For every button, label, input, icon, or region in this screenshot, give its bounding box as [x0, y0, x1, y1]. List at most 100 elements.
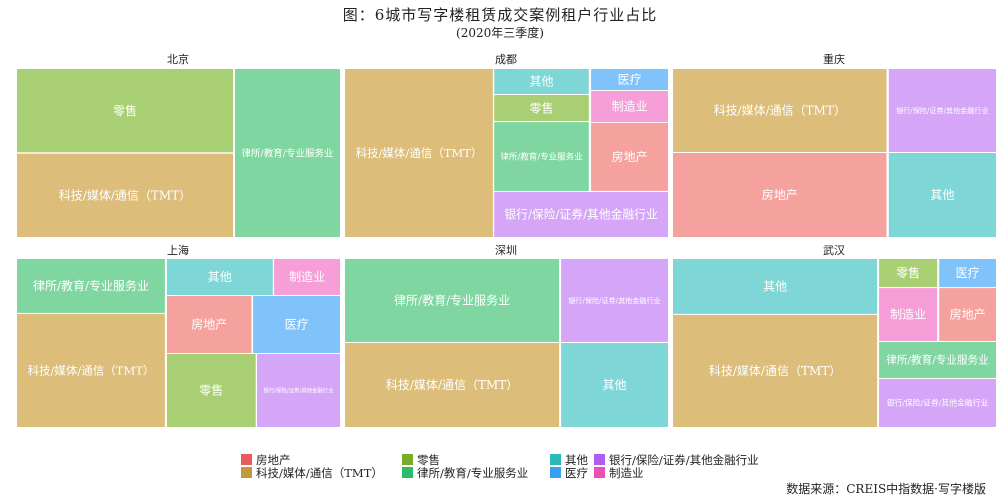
- tile-label-beijing-tmt: 科技/媒体/通信（TMT）: [59, 189, 191, 203]
- legend-item-manufacturing: 制造业: [594, 465, 644, 481]
- treemap-chart: 北京零售科技/媒体/通信（TMT）律所/教育/专业服务业成都科技/媒体/通信（T…: [17, 52, 996, 427]
- tile-wuhan-retail: [879, 259, 938, 288]
- tile-label-wuhan-healthcare: 医疗: [956, 266, 980, 280]
- tile-label-shanghai-healthcare: 医疗: [285, 318, 309, 332]
- legend-label: 房地产: [256, 453, 291, 467]
- tile-chengdu-real-estate: [591, 122, 668, 191]
- tile-chengdu-other: [494, 69, 589, 94]
- tile-wuhan-healthcare: [939, 259, 996, 288]
- legend-swatch: [550, 467, 561, 478]
- legend-swatch: [241, 467, 252, 478]
- tile-label-shanghai-manufacturing: 制造业: [289, 270, 325, 284]
- tile-label-shanghai-real-estate: 房地产: [191, 317, 227, 332]
- tile-label-shenzhen-finance: 银行/保险/证券/其他金融行业: [568, 296, 660, 305]
- tile-chengdu-finance: [494, 192, 668, 237]
- tile-wuhan-professional-services: [879, 342, 996, 378]
- tile-label-chengdu-real-estate: 房地产: [612, 149, 648, 164]
- legend-label: 制造业: [609, 466, 644, 480]
- panel-title-shenzhen: 深圳: [495, 244, 517, 257]
- tile-shanghai-tmt: [17, 313, 165, 427]
- tile-shanghai-real-estate: [166, 296, 252, 353]
- tile-shanghai-manufacturing: [274, 259, 340, 295]
- legend-label: 银行/保险/证券/其他金融行业: [609, 453, 759, 467]
- tile-label-wuhan-manufacturing: 制造业: [890, 308, 926, 322]
- tile-label-wuhan-real-estate: 房地产: [950, 307, 986, 322]
- tile-label-shenzhen-professional-services: 律所/教育/专业服务业: [394, 293, 510, 308]
- tile-wuhan-manufacturing: [879, 288, 938, 341]
- tile-label-chongqing-real-estate: 房地产: [762, 187, 798, 202]
- tile-label-wuhan-retail: 零售: [896, 265, 920, 280]
- tile-chongqing-tmt: [673, 69, 887, 152]
- legend-swatch: [594, 454, 605, 465]
- tile-label-shanghai-other: 其他: [208, 270, 232, 284]
- tile-chengdu-retail: [494, 95, 589, 121]
- tile-label-wuhan-tmt: 科技/媒体/通信（TMT）: [709, 364, 841, 378]
- panel-title-beijing: 北京: [167, 52, 189, 66]
- tile-label-chengdu-tmt: 科技/媒体/通信（TMT）: [356, 146, 483, 160]
- tile-label-beijing-retail: 零售: [113, 103, 137, 118]
- legend-swatch: [402, 454, 413, 465]
- legend-item-real-estate: 房地产: [241, 452, 291, 468]
- legend-item-finance: 银行/保险/证券/其他金融行业: [594, 452, 759, 468]
- tile-shenzhen-tmt: [345, 343, 560, 427]
- tile-wuhan-finance: [879, 379, 996, 427]
- panel-title-chengdu: 成都: [495, 53, 517, 66]
- tile-shenzhen-other: [561, 343, 668, 427]
- tile-label-chengdu-healthcare: 医疗: [618, 73, 642, 87]
- tile-label-beijing-professional-services: 律所/教育/专业服务业: [242, 147, 334, 159]
- legend-swatch: [402, 467, 413, 478]
- tile-chengdu-healthcare: [591, 69, 668, 90]
- tile-label-shenzhen-tmt: 科技/媒体/通信（TMT）: [386, 378, 518, 392]
- legend-item-professional-services: 律所/教育/专业服务业: [402, 465, 528, 481]
- legend-label: 律所/教育/专业服务业: [417, 466, 529, 480]
- panel-title-wuhan: 武汉: [823, 244, 845, 257]
- legend-item-other: 其他: [550, 452, 588, 468]
- tile-shanghai-other: [166, 259, 273, 295]
- tile-shanghai-healthcare: [253, 296, 340, 353]
- tile-label-chongqing-tmt: 科技/媒体/通信（TMT）: [714, 104, 846, 118]
- legend-label: 其他: [565, 453, 588, 467]
- legend-item-tmt: 科技/媒体/通信（TMT）: [241, 465, 383, 481]
- legend-item-retail: 零售: [402, 452, 440, 468]
- tile-label-wuhan-professional-services: 律所/教育/专业服务业: [886, 354, 988, 367]
- tile-label-chongqing-finance: 银行/保险/证券/其他金融行业: [896, 106, 988, 115]
- tile-beijing-tmt: [17, 153, 234, 237]
- tile-shanghai-finance: [257, 353, 340, 427]
- legend-label: 零售: [417, 453, 440, 467]
- legend-swatch: [550, 454, 561, 465]
- tile-chongqing-finance: [888, 69, 996, 152]
- tile-label-shanghai-retail: 零售: [199, 383, 223, 398]
- tile-label-wuhan-other: 其他: [763, 280, 787, 294]
- tile-label-shenzhen-other: 其他: [602, 378, 626, 392]
- legend-swatch: [241, 454, 252, 465]
- tile-label-chongqing-other: 其他: [930, 188, 954, 202]
- tile-chengdu-manufacturing: [591, 91, 668, 123]
- tile-chengdu-tmt: [345, 69, 493, 237]
- legend-swatch: [594, 467, 605, 478]
- tile-shenzhen-professional-services: [345, 259, 560, 342]
- tile-shanghai-professional-services: [17, 259, 165, 313]
- panel-title-shanghai: 上海: [167, 243, 189, 257]
- legend-label: 科技/媒体/通信（TMT）: [256, 466, 383, 480]
- tile-beijing-retail: [17, 69, 234, 153]
- tile-wuhan-real-estate: [939, 288, 996, 341]
- tile-label-shanghai-professional-services: 律所/教育/专业服务业: [33, 278, 149, 293]
- tile-beijing-professional-services: [235, 69, 340, 237]
- tile-wuhan-other: [673, 259, 878, 314]
- tile-label-chengdu-professional-services: 律所/教育/专业服务业: [500, 152, 582, 163]
- chart-title: 图：6城市写字楼租赁成交案例租户行业占比: [342, 6, 658, 24]
- chart-subtitle: (2020年三季度): [456, 26, 544, 40]
- tile-chengdu-professional-services: [494, 122, 589, 192]
- tile-label-chengdu-manufacturing: 制造业: [612, 100, 648, 114]
- tile-label-wuhan-finance: 银行/保险/证券/其他金融行业: [887, 398, 989, 408]
- tile-chongqing-real-estate: [673, 153, 887, 237]
- tile-label-shanghai-tmt: 科技/媒体/通信（TMT）: [28, 364, 155, 378]
- tile-label-shanghai-finance: 银行/保险/证券/其他金融行业: [263, 386, 334, 394]
- panel-title-chongqing: 重庆: [823, 52, 845, 66]
- tile-label-chengdu-retail: 零售: [529, 100, 553, 115]
- tile-label-chengdu-other: 其他: [529, 75, 553, 89]
